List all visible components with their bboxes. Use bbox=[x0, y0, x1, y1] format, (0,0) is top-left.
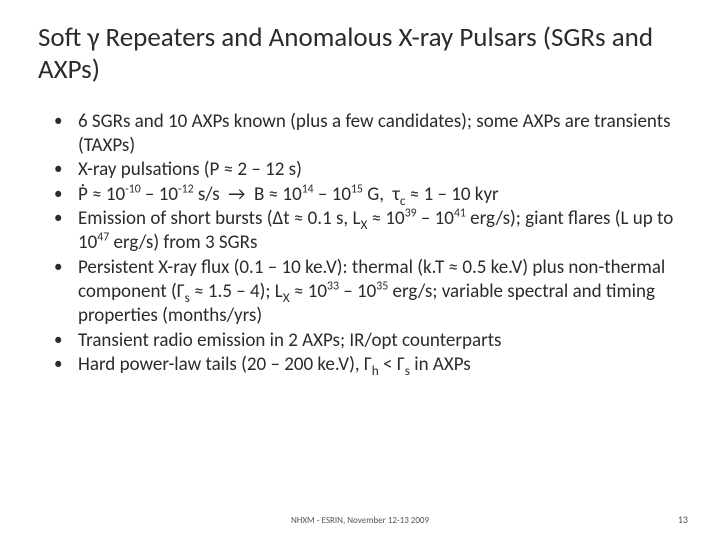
bullet-text: Ṗ ≈ 10-10 – 10-12 s/s → B ≈ 1014 – 1015 … bbox=[78, 183, 499, 206]
page-number: 13 bbox=[678, 513, 688, 526]
bullet-item: Ṗ ≈ 10-10 – 10-12 s/s → B ≈ 1014 – 1015 … bbox=[50, 183, 682, 207]
bullet-item: Transient radio emission in 2 AXPs; IR/o… bbox=[50, 329, 682, 353]
bullet-item: Persistent X-ray flux (0.1 – 10 ke.V): t… bbox=[50, 256, 682, 329]
bullet-item: Hard power-law tails (20 – 200 ke.V), Γh… bbox=[50, 353, 682, 377]
bullet-text: Hard power-law tails (20 – 200 ke.V), Γh… bbox=[78, 353, 471, 376]
bullet-item: X-ray pulsations (P ≈ 2 – 12 s) bbox=[50, 158, 682, 182]
footer-text: NHXM - ESRIN, November 12-13 2009 bbox=[0, 515, 720, 526]
bullet-text: 6 SGRs and 10 AXPs known (plus a few can… bbox=[78, 110, 671, 157]
bullet-list: 6 SGRs and 10 AXPs known (plus a few can… bbox=[38, 110, 682, 377]
slide-title: Soft γ Repeaters and Anomalous X-ray Pul… bbox=[38, 22, 682, 86]
bullet-text: Emission of short bursts (Δt ≈ 0.1 s, LX… bbox=[78, 207, 673, 254]
bullet-text: Persistent X-ray flux (0.1 – 10 ke.V): t… bbox=[78, 256, 665, 328]
slide: Soft γ Repeaters and Anomalous X-ray Pul… bbox=[0, 0, 720, 540]
bullet-item: 6 SGRs and 10 AXPs known (plus a few can… bbox=[50, 110, 682, 159]
bullet-item: Emission of short bursts (Δt ≈ 0.1 s, LX… bbox=[50, 207, 682, 256]
bullet-text: Transient radio emission in 2 AXPs; IR/o… bbox=[78, 329, 501, 352]
bullet-text: X-ray pulsations (P ≈ 2 – 12 s) bbox=[78, 158, 302, 181]
